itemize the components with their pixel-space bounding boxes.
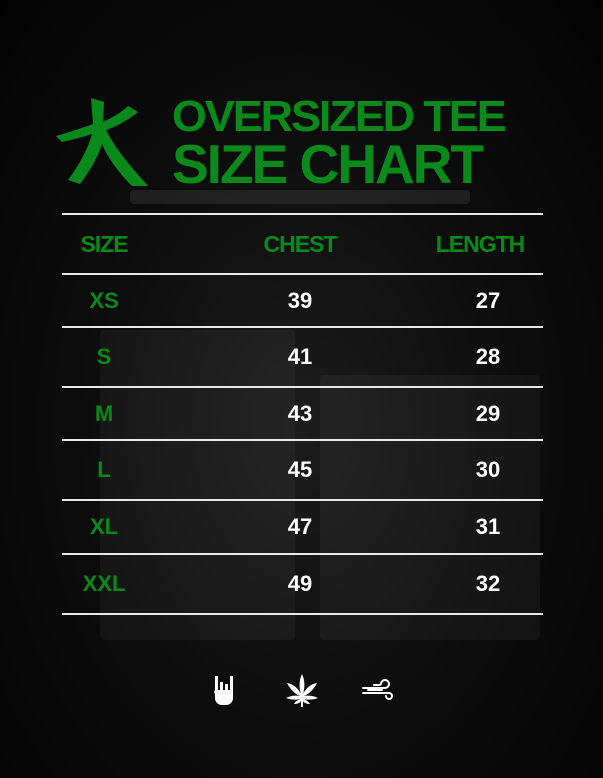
- length-cell: 28: [475, 344, 501, 369]
- length-cell: 27: [475, 287, 501, 313]
- size-cell: XS: [89, 287, 119, 313]
- table-row: S 41 28: [62, 326, 543, 386]
- table-row: M 43 29: [62, 386, 543, 439]
- table-row: XL 47 31: [62, 499, 543, 553]
- wind-icon: [361, 679, 393, 700]
- table-row: L 45 30: [62, 439, 543, 499]
- cannabis-leaf-icon: [285, 674, 318, 707]
- background-shirt-shape: [100, 330, 295, 640]
- chest-cell: 39: [287, 287, 313, 313]
- length-cell: 29: [475, 400, 501, 426]
- title-line1: OVERSIZED TEE: [172, 92, 507, 141]
- table-row: XXL 49 32: [62, 553, 543, 615]
- chest-cell: 49: [287, 571, 313, 596]
- background-shirt-shape: [320, 375, 540, 640]
- size-cell: M: [94, 400, 114, 426]
- background-shelf: [130, 190, 470, 204]
- size-cell: L: [97, 457, 111, 482]
- size-table: SIZE CHEST LENGTH XS 39 27 S 41 28 M 43 …: [62, 213, 543, 615]
- page-title: OVERSIZED TEE SIZE CHART: [172, 95, 507, 195]
- footer-icons: [0, 672, 603, 708]
- logo-kanji-icon: [56, 98, 148, 186]
- chest-cell: 45: [287, 457, 313, 482]
- header-length: LENGTH: [435, 230, 526, 257]
- title-line2: SIZE CHART: [172, 133, 484, 195]
- length-cell: 31: [475, 514, 501, 539]
- header-chest: CHEST: [263, 230, 338, 257]
- chest-cell: 43: [287, 400, 313, 426]
- table-header: SIZE CHEST LENGTH: [62, 213, 543, 273]
- length-cell: 32: [475, 571, 501, 596]
- length-cell: 30: [475, 457, 501, 482]
- size-cell: XL: [89, 514, 119, 539]
- rock-hand-icon: [213, 676, 233, 705]
- header-size: SIZE: [80, 230, 128, 257]
- size-cell: S: [96, 344, 112, 369]
- size-cell: XXL: [82, 571, 126, 596]
- table-row: XS 39 27: [62, 273, 543, 326]
- chest-cell: 47: [287, 514, 313, 539]
- chest-cell: 41: [287, 344, 313, 369]
